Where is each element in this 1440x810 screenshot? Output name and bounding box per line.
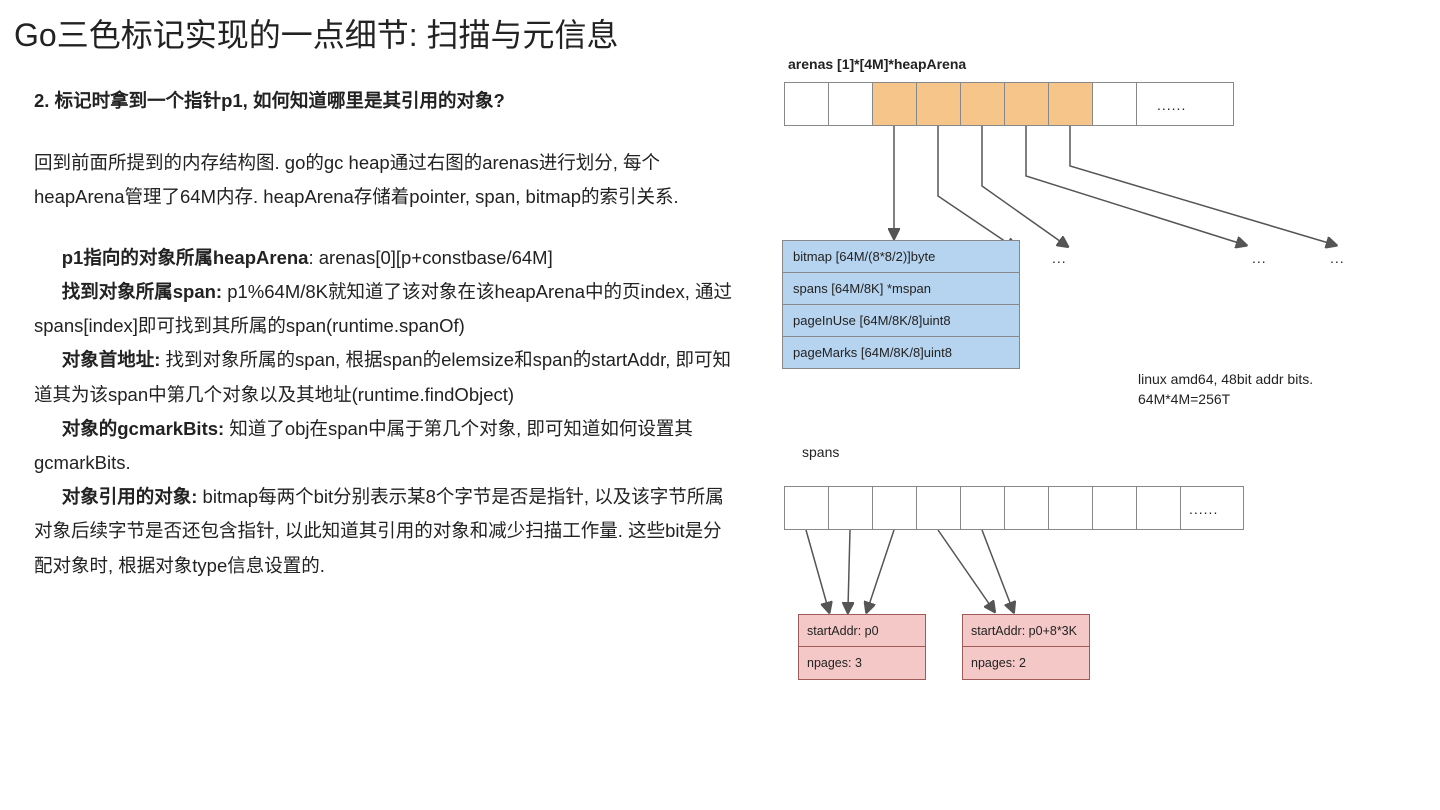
spans-arrows [782, 530, 1182, 620]
arenas-cell [917, 83, 961, 125]
arenas-cell: ...... [1137, 83, 1233, 125]
paragraph-intro: 回到前面所提到的内存结构图. go的gc heap通过右图的arenas进行划分… [34, 146, 734, 214]
spans-cell [1005, 487, 1049, 529]
arenas-cell [829, 83, 873, 125]
page-title: Go三色标记实现的一点细节: 扫描与元信息 [14, 10, 618, 56]
arenas-cell [873, 83, 917, 125]
item-heaparena: p1指向的对象所属heapArena: arenas[0][p+constbas… [34, 241, 734, 275]
span-box-row: npages: 2 [963, 647, 1089, 679]
text-column: 2. 标记时拿到一个指针p1, 如何知道哪里是其引用的对象? 回到前面所提到的内… [34, 84, 734, 583]
arch-note: linux amd64, 48bit addr bits. 64M*4M=256… [1138, 370, 1313, 409]
arenas-cell [1093, 83, 1137, 125]
spans-label: spans [802, 444, 839, 460]
ellipsis-1: ... [1052, 250, 1067, 266]
spans-strip: ...... [784, 486, 1244, 530]
span-box-row: npages: 3 [799, 647, 925, 679]
spans-cell [1137, 487, 1181, 529]
heaparena-field-row: spans [64M/8K] *mspan [783, 273, 1019, 305]
span-box-row: startAddr: p0 [799, 615, 925, 647]
arenas-label: arenas [1]*[4M]*heapArena [788, 56, 966, 72]
heaparena-field-row: pageInUse [64M/8K/8]uint8 [783, 305, 1019, 337]
spans-cell: ...... [1181, 487, 1243, 529]
spans-cell [961, 487, 1005, 529]
arenas-cell [961, 83, 1005, 125]
heaparena-fields: bitmap [64M/(8*8/2)]bytespans [64M/8K] *… [782, 240, 1020, 369]
span-box-1: startAddr: p0+8*3Knpages: 2 [962, 614, 1090, 680]
item-gcmarkbits: 对象的gcmarkBits: 知道了obj在span中属于第几个对象, 即可知道… [34, 412, 734, 480]
ellipsis-3: ... [1330, 250, 1345, 266]
heaparena-field-row: pageMarks [64M/8K/8]uint8 [783, 337, 1019, 368]
spans-cell [917, 487, 961, 529]
spans-cell [1049, 487, 1093, 529]
spans-cell [1093, 487, 1137, 529]
heaparena-field-row: bitmap [64M/(8*8/2)]byte [783, 241, 1019, 273]
spans-cell [873, 487, 917, 529]
ellipsis-2: ... [1252, 250, 1267, 266]
span-box-0: startAddr: p0npages: 3 [798, 614, 926, 680]
definition-list: p1指向的对象所属heapArena: arenas[0][p+constbas… [34, 241, 734, 583]
item-span: 找到对象所属span: p1%64M/8K就知道了该对象在该heapArena中… [34, 275, 734, 343]
spans-cell [829, 487, 873, 529]
section-heading: 2. 标记时拿到一个指针p1, 如何知道哪里是其引用的对象? [34, 84, 734, 118]
span-box-row: startAddr: p0+8*3K [963, 615, 1089, 647]
arenas-strip: ...... [784, 82, 1234, 126]
item-startaddr: 对象首地址: 找到对象所属的span, 根据span的elemsize和span… [34, 343, 734, 411]
item-referenced: 对象引用的对象: bitmap每两个bit分别表示某8个字节是否是指针, 以及该… [34, 480, 734, 583]
arenas-cell [1049, 83, 1093, 125]
arenas-cell [1005, 83, 1049, 125]
arenas-cell [785, 83, 829, 125]
spans-cell [785, 487, 829, 529]
